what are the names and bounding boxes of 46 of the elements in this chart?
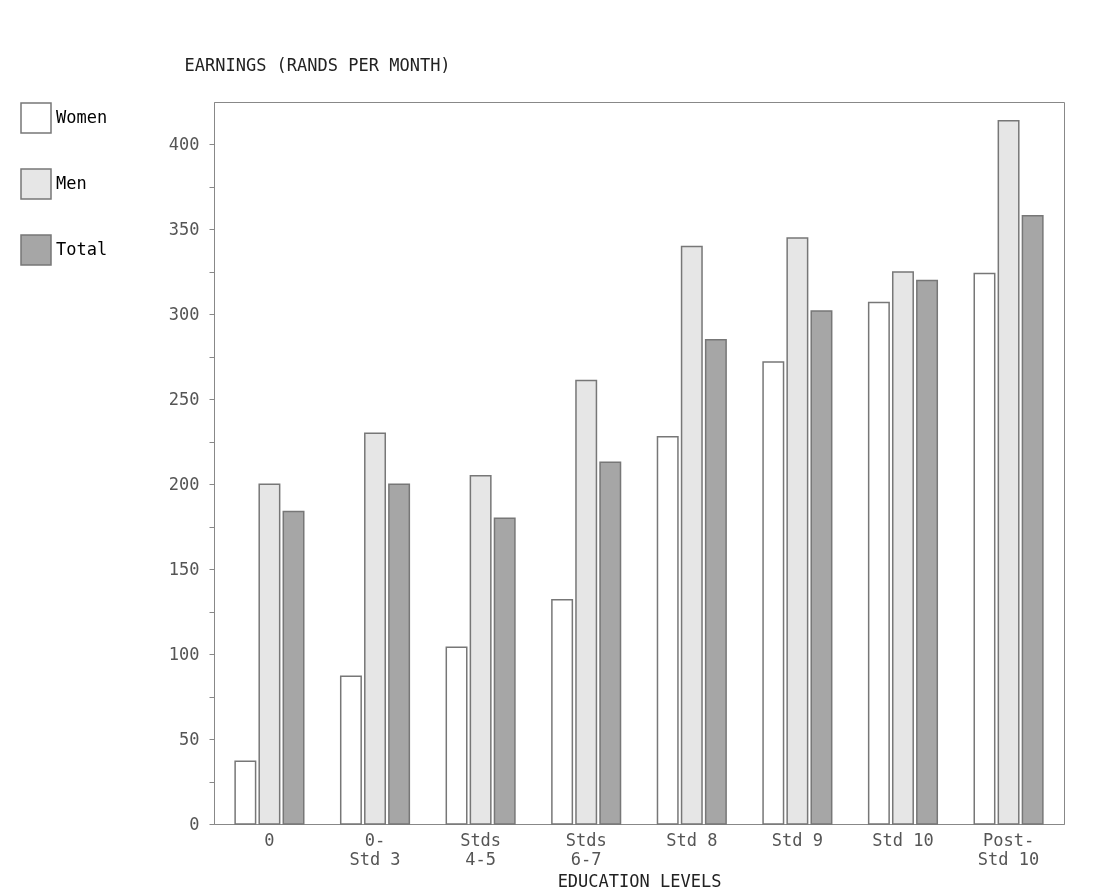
y-tick-label: 400 [168, 133, 200, 154]
bar [445, 646, 468, 825]
bar [973, 272, 996, 825]
bar [493, 517, 516, 825]
bar [388, 483, 411, 825]
legend-label: Men [56, 173, 87, 193]
y-tick-label: 200 [168, 473, 200, 494]
x-tick-label: Std 8 [666, 829, 718, 850]
legend-label: Total [56, 239, 108, 259]
bar [891, 271, 914, 825]
bar [704, 339, 727, 825]
y-axis-title: EARNINGS (RANDS PER MONTH) [184, 54, 451, 75]
y-tick-label: 250 [168, 388, 200, 409]
bar [786, 237, 809, 825]
bar [234, 760, 257, 825]
legend-label: Women [56, 107, 108, 127]
x-tick-label: Post- Std 10 [977, 829, 1040, 869]
bar [1021, 215, 1044, 825]
bar [364, 432, 387, 825]
bar [997, 119, 1020, 825]
x-axis-title: EDUCATION LEVELS [557, 870, 722, 890]
y-tick-label: 100 [168, 643, 200, 664]
bar [916, 279, 939, 825]
bar [258, 483, 281, 825]
bar [810, 310, 833, 825]
x-tick-label: Std 9 [771, 829, 823, 850]
bar [339, 675, 362, 825]
x-tick-label: Stds 6-7 [565, 829, 607, 869]
x-tick-label: Stds 4-5 [460, 829, 502, 869]
bar [762, 361, 785, 825]
y-tick-label: 350 [168, 218, 200, 239]
bar [575, 379, 598, 825]
y-tick-label: 150 [168, 558, 200, 579]
y-tick-label: 0 [189, 813, 200, 834]
bar [599, 461, 622, 825]
bar [282, 510, 305, 825]
bar [469, 474, 492, 825]
x-tick-label: Std 10 [872, 829, 934, 850]
x-tick-label: 0 [264, 829, 275, 850]
bar [656, 435, 679, 825]
x-tick-label: 0- Std 3 [349, 829, 401, 869]
y-tick-label: 300 [168, 303, 200, 324]
bar [867, 301, 890, 825]
bar [551, 599, 574, 825]
bar [680, 245, 703, 825]
y-tick-label: 50 [179, 728, 200, 749]
